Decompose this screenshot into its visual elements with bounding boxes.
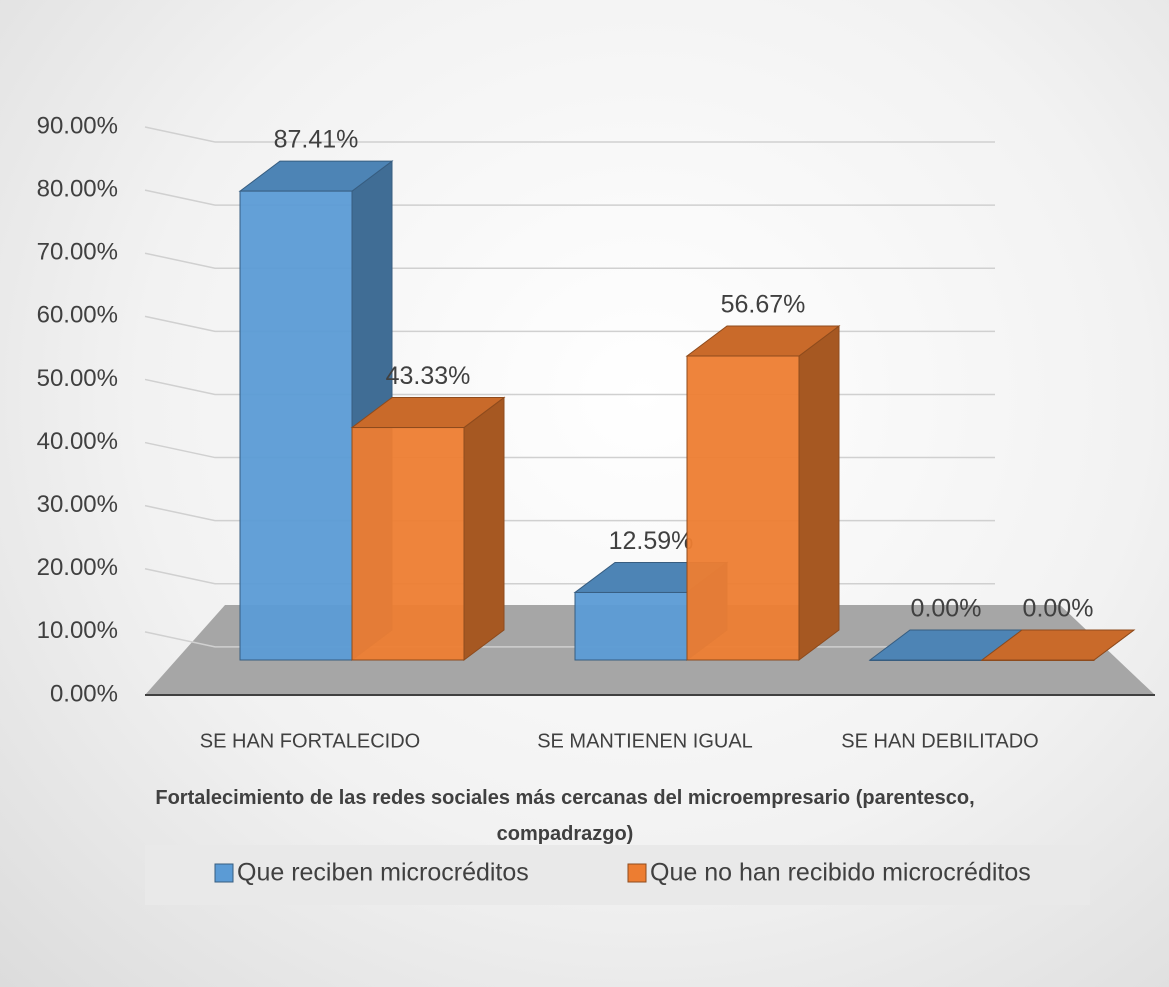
y-tick-label: 90.00%: [37, 112, 118, 139]
y-tick-label: 30.00%: [37, 491, 118, 518]
y-tick-label: 20.00%: [37, 554, 118, 581]
grid-line: [144, 252, 995, 269]
data-label: 0.00%: [1023, 595, 1094, 623]
x-tick-label: SE HAN DEBILITADO: [841, 730, 1038, 752]
grid-line: [144, 126, 995, 143]
data-label: 43.33%: [386, 362, 471, 390]
y-tick-label: 60.00%: [37, 302, 118, 329]
bar: [869, 659, 983, 661]
y-tick-label: 0.00%: [50, 680, 118, 707]
data-label: 56.67%: [721, 291, 806, 319]
x-axis-title: Fortalecimiento de las redes sociales má…: [155, 787, 975, 845]
legend-swatch: [214, 863, 234, 883]
bar: [981, 659, 1095, 661]
legend-swatch: [627, 863, 647, 883]
x-tick-label: SE MANTIENEN IGUAL: [537, 730, 753, 752]
bar: [686, 355, 800, 661]
y-tick-label: 50.00%: [37, 365, 118, 392]
bar: [239, 190, 353, 661]
legend-label: Que no han recibido microcréditos: [650, 859, 1031, 887]
y-tick-label: 40.00%: [37, 428, 118, 455]
x-tick-label: SE HAN FORTALECIDO: [200, 730, 420, 752]
y-tick-label: 80.00%: [37, 175, 118, 202]
data-label: 87.41%: [274, 126, 359, 154]
grid-line: [144, 189, 995, 206]
bar: [351, 427, 465, 661]
data-label: 12.59%: [609, 527, 694, 555]
bar: [574, 591, 688, 661]
y-tick-label: 10.00%: [37, 617, 118, 644]
data-label: 0.00%: [911, 595, 982, 623]
y-tick-label: 70.00%: [37, 239, 118, 266]
legend-box: [145, 845, 1090, 905]
bar-side: [798, 324, 840, 661]
bar-side: [463, 396, 505, 661]
legend-label: Que reciben microcréditos: [237, 859, 529, 887]
